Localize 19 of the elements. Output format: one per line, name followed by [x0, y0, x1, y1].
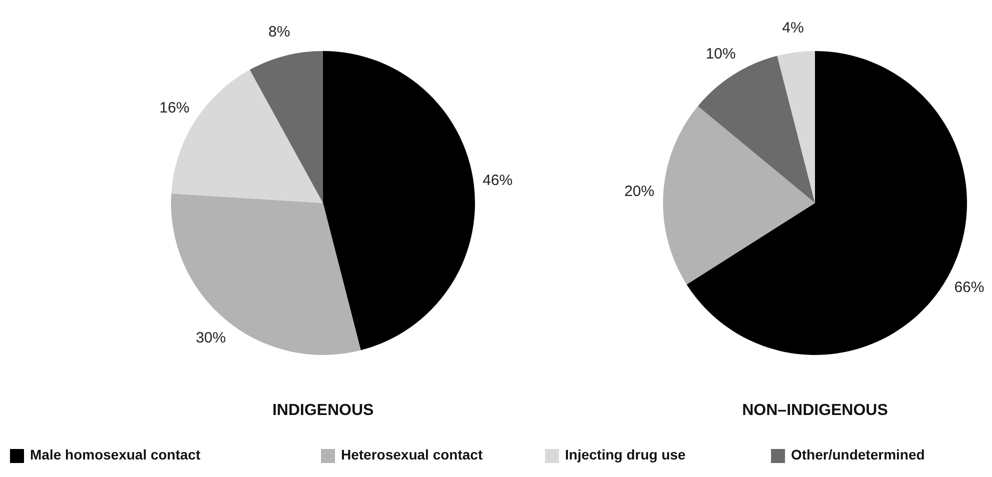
legend-label: Heterosexual contact — [341, 446, 483, 463]
data-label: 4% — [782, 19, 804, 36]
pie-slice — [250, 51, 323, 203]
data-label: 8% — [268, 24, 290, 40]
legend-label: Other/undetermined — [791, 446, 925, 463]
legend-label: Male homosexual contact — [30, 446, 201, 463]
pie-slice — [663, 106, 815, 284]
pie-slice — [777, 51, 815, 203]
data-label: 66% — [954, 278, 984, 296]
data-label: 30% — [196, 330, 226, 347]
pie-slice — [171, 193, 361, 355]
data-label: 20% — [624, 182, 654, 200]
legend-label: Injecting drug use — [565, 446, 686, 463]
text: INDIGENOUS — [272, 402, 374, 419]
data-label: 46% — [482, 172, 513, 189]
pie-slice — [323, 51, 475, 350]
data-label: 10% — [706, 45, 736, 62]
data-label: 16% — [159, 100, 190, 117]
text: NON–INDIGENOUS — [742, 402, 888, 419]
